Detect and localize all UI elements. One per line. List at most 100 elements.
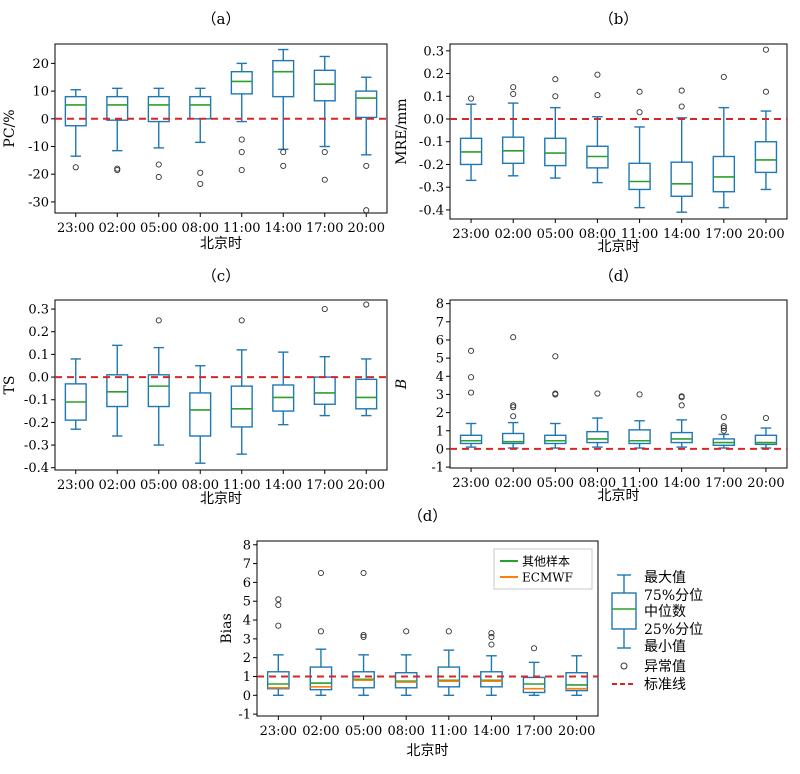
iqr-box [313,69,336,102]
key-q3-label: 75%分位 [644,588,703,604]
y-tick-label: 0.0 [423,113,444,128]
outlier-point [197,180,204,187]
outlier-point [531,645,538,652]
y-tick-label: -0.1 [419,135,444,150]
outlier-point [321,176,328,183]
outlier-point [468,347,475,354]
y-tick-label: 20 [32,57,49,72]
iqr-box [147,95,170,123]
chart-panel-2: （b） -0.4 -0.3 -0.2 -0.1 0.0 0.1 0.2 0.3 23:00 02:0… [394,10,788,255]
box-17:00 [313,306,336,417]
iqr-box [309,666,333,691]
key-box [611,592,637,630]
box-11:00 [230,317,253,455]
outlier-point [360,633,367,641]
x-tick-label: 11:00 [621,227,658,242]
x-tick-label: 02:00 [302,724,339,739]
x-tick-label: 14:00 [663,227,700,242]
x-tick-label: 20:00 [558,724,595,739]
y-tick-label: 8 [243,538,251,553]
outlier-point [678,87,685,94]
box-20:00 [754,415,778,449]
key-outlier [620,662,628,670]
y-tick-label: 7 [436,315,444,330]
box-17:00 [522,645,546,697]
box-14:00 [480,630,503,697]
x-tick-label: 02:00 [99,478,136,493]
box-14:00 [272,351,295,426]
y-tick-label: 0.3 [28,303,49,318]
outlier-point [594,92,601,99]
legend-entry: ECMWF [522,571,573,585]
x-tick-label: 23:00 [57,221,94,236]
y-tick-label: -0.3 [24,439,49,454]
box-02:00 [309,569,333,697]
x-tick-label: 17:00 [306,478,343,493]
x-tick-label: 17:00 [515,724,552,739]
box-20:00 [355,301,378,417]
outlier-point [197,169,204,176]
outlier-point [678,103,685,110]
plot-frame [449,43,788,220]
box-23:00 [459,95,483,182]
x-tick-label: 08:00 [182,478,219,493]
y-tick-label: 5 [243,595,251,610]
y-tick-label: -30 [28,195,49,210]
outlier-point [238,167,245,174]
outlier-point [552,353,559,360]
y-tick-label: -0.2 [24,416,49,431]
x-tick-label: 20:00 [348,478,385,493]
iqr-box [106,95,129,121]
x-tick-label: 14:00 [265,221,302,236]
y-axis-label: MRE/mm [394,98,410,164]
chart-panel-5: （d） -1 0 1 2 3 4 5 6 7 8 23:00 02:00 05:00 08:00 11:00 1… [219,507,703,759]
outlier-point [360,632,367,639]
y-tick-label: -20 [28,168,49,183]
box-20:00 [355,76,378,214]
y-axis-label: PC/% [2,109,18,147]
outlier-point [321,148,328,156]
outlier-point [488,633,495,641]
outlier-point [720,423,727,430]
y-tick-label: -0.1 [24,393,49,408]
box-05:00 [147,317,170,446]
outlier-point [321,306,328,313]
key-median-label: 中位数 [644,604,686,620]
box-08:00 [189,87,212,187]
outlier-point [552,93,559,100]
y-tick-label: 10 [32,85,49,100]
outlier-point [155,173,162,181]
plot-frame [54,299,388,471]
box-23:00 [266,596,290,697]
iqr-box [544,434,567,445]
outlier-point [280,162,287,169]
y-tick-label: 8 [436,297,444,312]
key-q1-label: 25%分位 [644,622,703,638]
x-tick-label: 11:00 [223,221,260,236]
outlier-point [488,630,495,637]
iqr-box [670,161,693,197]
outlier-point [594,71,601,78]
y-tick-label: 0 [41,112,49,127]
outlier-point [510,402,517,409]
x-tick-label: 08:00 [579,476,616,491]
y-tick-label: 5 [436,352,444,367]
outlier-point [510,84,517,91]
iqr-box [394,672,418,689]
x-axis-label: 北京时 [200,491,242,507]
box-05:00 [544,76,567,179]
x-axis-label: 北京时 [200,236,242,252]
box-20:00 [754,46,778,191]
outlier-point [238,317,245,324]
x-axis-label: 北京时 [407,743,449,759]
outlier-point [275,601,282,609]
outlier-point [636,109,643,116]
chart-panel-3: （c） -0.4 -0.3 -0.2 -0.1 0.0 0.1 0.2 0.3 23:00 02:0… [2,267,388,507]
iqr-box [670,431,693,444]
box-05:00 [147,87,170,181]
outlier-point [510,404,517,411]
box-23:00 [64,89,87,171]
box-14:00 [670,87,693,213]
chart-panel-4: （d） -1 0 1 2 3 4 5 6 7 8 23:00 02:00 05:00 08:00 11:00 1… [394,267,788,504]
